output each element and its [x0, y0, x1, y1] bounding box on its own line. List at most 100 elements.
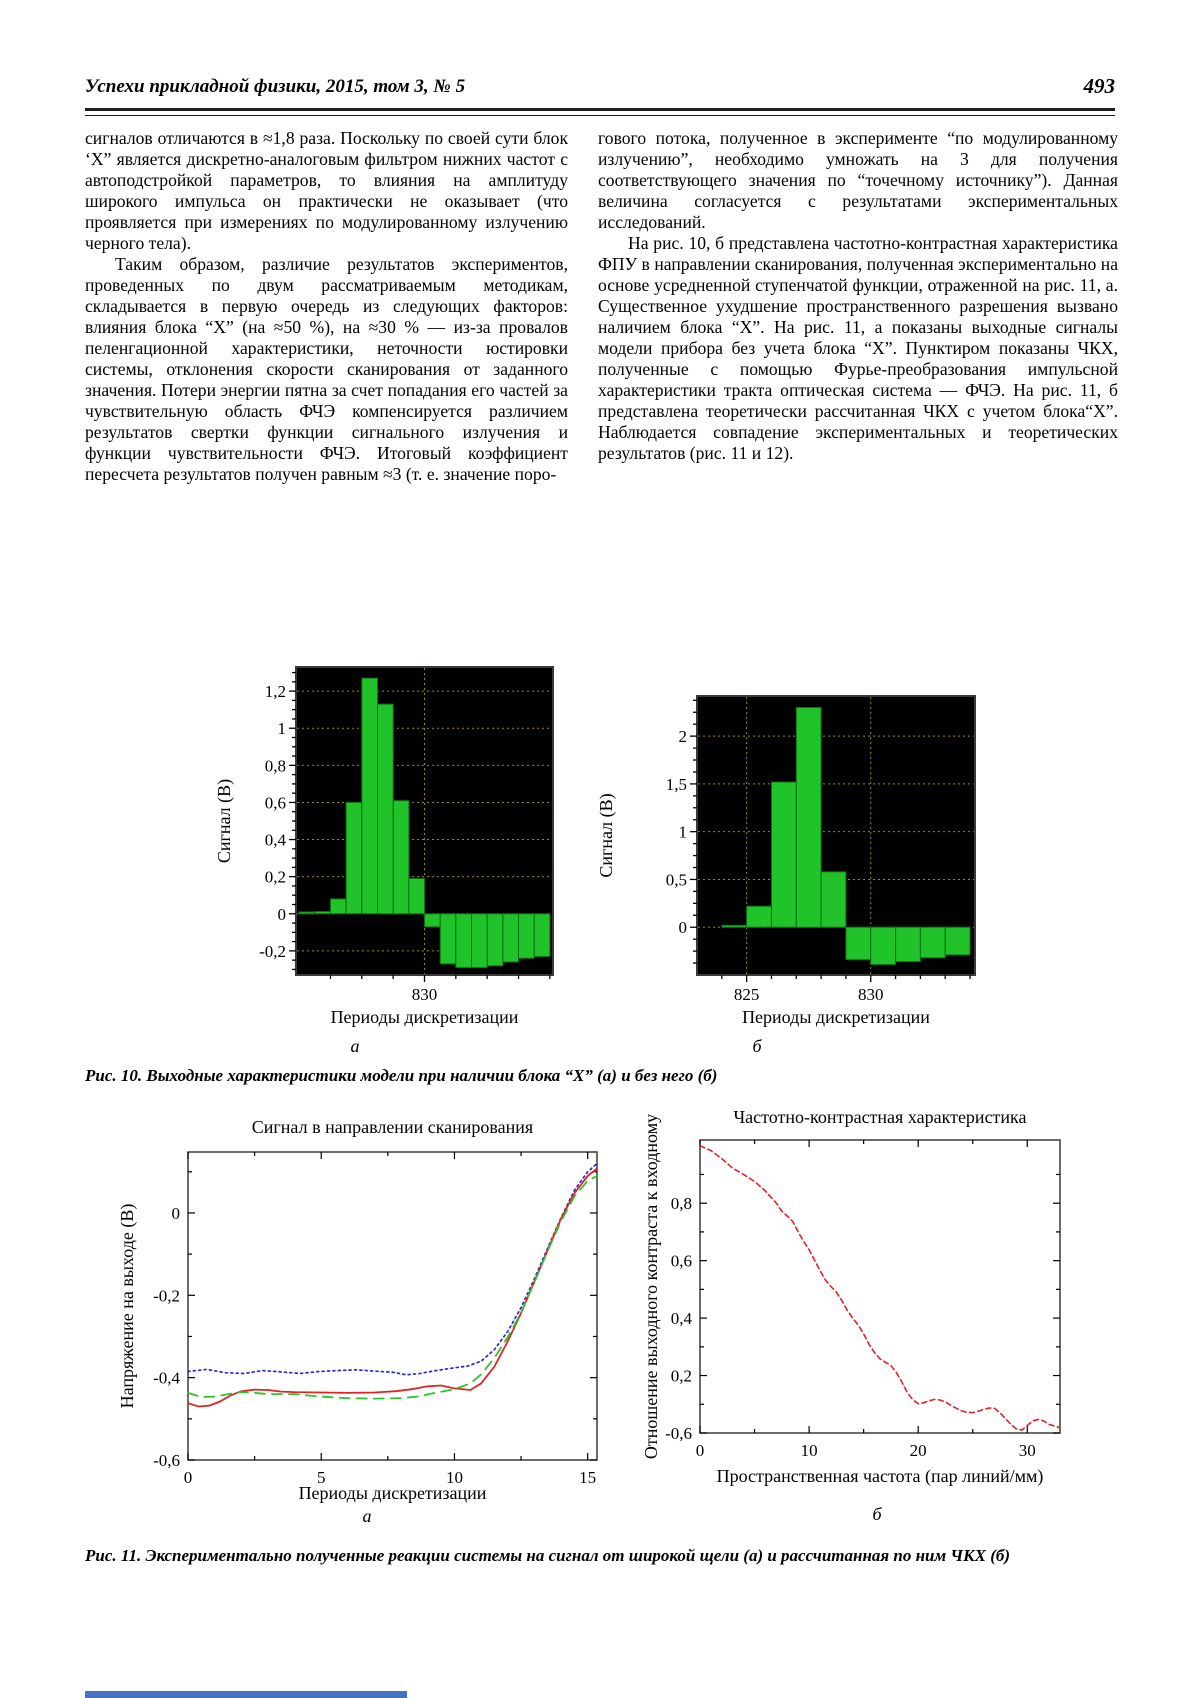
x-tick-label: 0	[696, 1441, 705, 1460]
fig10-bar-chart-b: 2 1,5 1 0,5 0 825 830 Сигнал (В) Периоды дискрет…	[596, 695, 976, 1056]
bar	[314, 911, 332, 915]
x-tick-label: 0	[184, 1468, 193, 1487]
bar	[845, 926, 872, 961]
bar	[870, 926, 897, 966]
bars	[298, 677, 551, 969]
y-tick-label: -0,2	[153, 1286, 180, 1305]
bar	[919, 926, 946, 959]
y-tick-label: 0	[278, 905, 287, 924]
y-axis-label: Отношение выходного контраста к входному	[641, 1114, 661, 1459]
bar	[377, 703, 394, 915]
plot-frame	[699, 1139, 1061, 1434]
bar	[746, 905, 772, 928]
y-axis-label: Сигнал (В)	[214, 779, 235, 863]
series-red-solid	[187, 1167, 598, 1408]
paragraph: гового потока, полученное в эксперименте…	[598, 128, 1118, 232]
footer-highlight-bar	[85, 1691, 407, 1698]
x-tick-label: 830	[858, 985, 884, 1004]
y-tick-label: -0,6	[153, 1451, 180, 1470]
y-tick-label: 0,4	[265, 831, 287, 850]
y-tick-label: 1,5	[666, 775, 687, 794]
y-tick-label: 0,2	[265, 868, 286, 887]
bar	[439, 913, 457, 965]
x-tick-label: 825	[734, 985, 760, 1004]
series-red-dashed	[699, 1144, 1061, 1431]
fig10-caption: Рис. 10. Выходные характеристики модели …	[85, 1066, 718, 1085]
y-tick-label: -0,4	[153, 1369, 180, 1388]
bar	[820, 871, 847, 928]
bar	[424, 913, 441, 928]
chart-sublabel: б	[872, 1504, 882, 1524]
fig11-line-chart-a: 0 5 10 15 0 -0,2 -0,4 -0,6 Сигнал в направлении …	[117, 1117, 598, 1526]
y-tick-label: 0	[172, 1204, 181, 1223]
plot-frame	[187, 1151, 598, 1461]
x-tick-label: 20	[910, 1441, 927, 1460]
axis-ticks	[690, 699, 971, 982]
right-column: гового потока, полученное в эксперименте…	[598, 128, 1118, 464]
x-axis-label: Периоды дискретизации	[299, 1483, 487, 1503]
y-tick-label: 0	[679, 918, 688, 937]
y-axis-label: Сигнал (В)	[596, 793, 617, 877]
chart-title: Частотно-контрастная характеристика	[733, 1107, 1026, 1127]
series-blue-dotted	[187, 1162, 598, 1376]
x-axis-label: Пространственная частота (пар линий/мм)	[717, 1466, 1044, 1487]
x-tick-label: 10	[801, 1441, 818, 1460]
y-tick-label: 2	[679, 727, 688, 746]
journal-header: Успехи прикладной физики, 2015, том 3, №…	[85, 76, 466, 97]
chart-sublabel: а	[351, 1036, 360, 1056]
bar	[361, 677, 379, 915]
bar	[895, 926, 921, 963]
chart-sublabel: а	[363, 1506, 372, 1526]
left-column: сигналов отличаются в ≈1,8 раза. Посколь…	[85, 128, 568, 485]
y-tick-label: 0,5	[666, 870, 687, 889]
page-number: 493	[1083, 74, 1116, 98]
axis-ticks	[187, 1152, 597, 1461]
y-tick-label: 1,2	[265, 682, 286, 701]
bar	[533, 913, 551, 957]
bars	[721, 707, 971, 966]
y-tick-label: 1	[278, 719, 287, 738]
bar	[471, 913, 488, 969]
fig11-line-chart-b: 0 10 20 30 0,8 0,6 0,4 0,2 -0,6 Частотно-контраст…	[641, 1107, 1061, 1524]
axis-ticks	[289, 671, 551, 982]
x-tick-label: 15	[579, 1468, 596, 1487]
fig11-caption: Рис. 11. Экспериментально полученные реа…	[85, 1546, 1011, 1565]
y-tick-label: -0,2	[259, 942, 286, 961]
y-tick-label: 0,8	[671, 1194, 692, 1213]
y-tick-label: 1	[679, 823, 688, 842]
y-tick-label: 0,8	[265, 756, 286, 775]
bar	[298, 911, 316, 915]
axis-ticks	[699, 1140, 1060, 1434]
paragraph: На рис. 10, б представлена частотно-конт…	[598, 233, 1118, 463]
x-axis-label: Периоды дискретизации	[331, 1007, 519, 1027]
bar	[944, 926, 971, 956]
y-tick-label: 0,2	[671, 1367, 692, 1386]
x-axis-label: Периоды дискретизации	[742, 1007, 930, 1027]
x-tick-label: 10	[446, 1468, 463, 1487]
y-tick-label: -0,6	[665, 1424, 692, 1443]
y-tick-label: 0,4	[671, 1309, 693, 1328]
chart-title: Сигнал в направлении сканирования	[252, 1117, 533, 1137]
bar	[502, 913, 520, 963]
x-tick-label: 5	[317, 1468, 326, 1487]
y-axis-label: Напряжение на выходе (В)	[117, 1204, 138, 1409]
fig10-bar-chart-a: 1,2 1 0,8 0,6 0,4 0,2 0 -0,2 830 Сигнал (В) Период…	[214, 666, 554, 1056]
bar	[795, 707, 822, 928]
y-tick-label: 0,6	[671, 1252, 692, 1271]
chart-sublabel: б	[752, 1036, 762, 1056]
bar	[392, 800, 410, 915]
bar	[330, 898, 347, 915]
bar	[345, 801, 363, 915]
bar	[518, 913, 535, 959]
bar	[721, 924, 748, 928]
paragraph: сигналов отличаются в ≈1,8 раза. Посколь…	[85, 128, 568, 253]
paragraph: Таким образом, различие результатов эксп…	[85, 254, 568, 484]
bar	[408, 878, 425, 915]
y-tick-label: 0,6	[265, 793, 286, 812]
bar	[771, 781, 797, 928]
x-tick-label: 830	[412, 985, 438, 1004]
bar	[455, 913, 472, 969]
bar	[486, 913, 504, 967]
x-tick-label: 30	[1019, 1441, 1036, 1460]
